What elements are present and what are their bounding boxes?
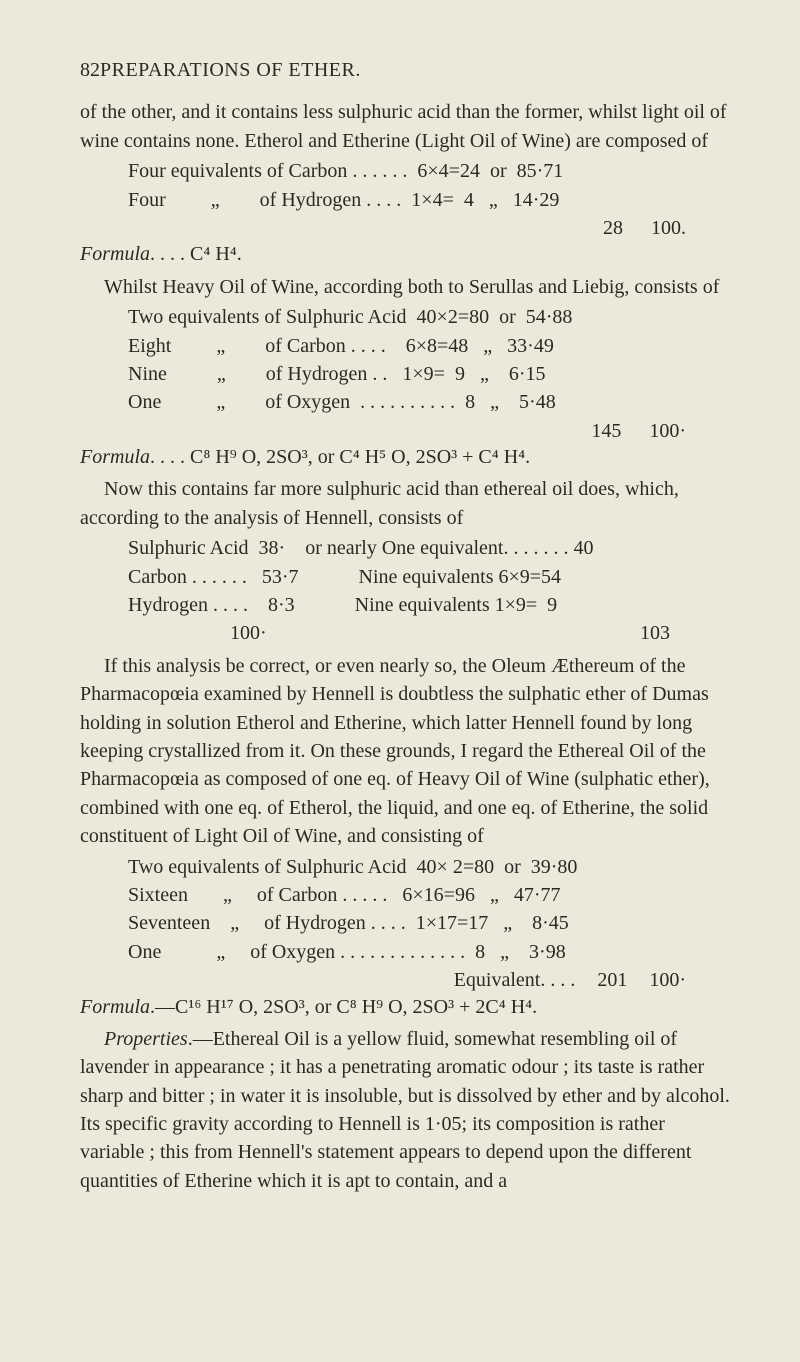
composition-block-1: Four equivalents of Carbon . . . . . . 6… <box>128 157 730 214</box>
formula-1: Formula. . . . C⁴ H⁴. <box>80 240 730 268</box>
row-sulphuric: Two equivalents of Sulphuric Acid 40×2=8… <box>128 303 730 331</box>
row-carbon-3: Carbon . . . . . . 53·7 Nine equivalents… <box>128 563 730 591</box>
composition-block-2: Two equivalents of Sulphuric Acid 40×2=8… <box>128 303 730 417</box>
formula-1-rest: . . . . C⁴ H⁴. <box>150 243 242 265</box>
formula-2-rest: . . . . C⁸ H⁹ O, 2SO³, or C⁴ H⁵ O, 2SO³ … <box>150 446 530 468</box>
row-sulphuric-3: Two equivalents of Sulphuric Acid 40× 2=… <box>128 853 730 881</box>
page: 82 PREPARATIONS OF ETHER. of the other, … <box>0 0 800 1253</box>
sum-row-2: 145 100· <box>80 417 686 445</box>
row-hydrogen-4: Seventeen „ of Hydrogen . . . . 1×17=17 … <box>128 909 730 937</box>
sum-1-left: 28 <box>603 214 623 242</box>
running-title: PREPARATIONS OF ETHER. <box>100 56 361 84</box>
page-number: 82 <box>80 56 100 84</box>
equivalent-label: Equivalent. . . . <box>454 966 576 994</box>
sum-row-1: 28 100. <box>80 214 686 242</box>
sum-2-right: 100· <box>649 417 686 445</box>
page-header: 82 PREPARATIONS OF ETHER. <box>80 56 730 84</box>
composition-block-4: Two equivalents of Sulphuric Acid 40× 2=… <box>128 853 730 967</box>
sum-4-right: 100· <box>649 966 686 994</box>
sum-row-3: 100· 103 <box>230 619 670 647</box>
formula-2-label: Formula <box>80 446 150 468</box>
row-oxygen-2: One „ of Oxygen . . . . . . . . . . . . … <box>128 938 730 966</box>
properties-label: Properties <box>104 1028 188 1050</box>
row-hydrogen-2: Nine „ of Hydrogen . . 1×9= 9 „ 6·15 <box>128 360 730 388</box>
row-sulphuric-2: Sulphuric Acid 38· or nearly One equival… <box>128 534 730 562</box>
row-hydrogen-3: Hydrogen . . . . 8·3 Nine equivalents 1×… <box>128 591 730 619</box>
sum-3-left: 100· <box>230 619 267 647</box>
row-hydrogen: Four „ of Hydrogen . . . . 1×4= 4 „ 14·2… <box>128 186 730 214</box>
paragraph-4: If this analysis be correct, or even nea… <box>80 652 730 851</box>
composition-block-3: Sulphuric Acid 38· or nearly One equival… <box>128 534 730 619</box>
row-carbon-2: Eight „ of Carbon . . . . 6×8=48 „ 33·49 <box>128 332 730 360</box>
formula-3: Formula.—C¹⁶ H¹⁷ O, 2SO³, or C⁸ H⁹ O, 2S… <box>80 993 730 1021</box>
paragraph-5: Properties.—Ethereal Oil is a yellow flu… <box>80 1025 730 1195</box>
sum-row-4: Equivalent. . . . 201 100· <box>80 966 686 994</box>
row-carbon: Four equivalents of Carbon . . . . . . 6… <box>128 157 730 185</box>
paragraph-2: Whilst Heavy Oil of Wine, according both… <box>80 273 730 301</box>
formula-3-rest: .—C¹⁶ H¹⁷ O, 2SO³, or C⁸ H⁹ O, 2SO³ + 2C… <box>150 996 537 1018</box>
formula-1-label: Formula <box>80 243 150 265</box>
sum-3-right: 103 <box>640 619 670 647</box>
sum-4-left: 201 <box>597 966 627 994</box>
properties-rest: .—Ethereal Oil is a yellow fluid, somewh… <box>80 1028 730 1192</box>
paragraph-1: of the other, and it contains less sulph… <box>80 98 730 155</box>
sum-2-left: 145 <box>591 417 621 445</box>
paragraph-3: Now this contains far more sulphuric aci… <box>80 475 730 532</box>
row-oxygen: One „ of Oxygen . . . . . . . . . . 8 „ … <box>128 388 730 416</box>
formula-3-label: Formula <box>80 996 150 1018</box>
sum-1-right: 100. <box>651 214 686 242</box>
formula-2: Formula. . . . C⁸ H⁹ O, 2SO³, or C⁴ H⁵ O… <box>80 443 730 471</box>
row-carbon-4: Sixteen „ of Carbon . . . . . 6×16=96 „ … <box>128 881 730 909</box>
